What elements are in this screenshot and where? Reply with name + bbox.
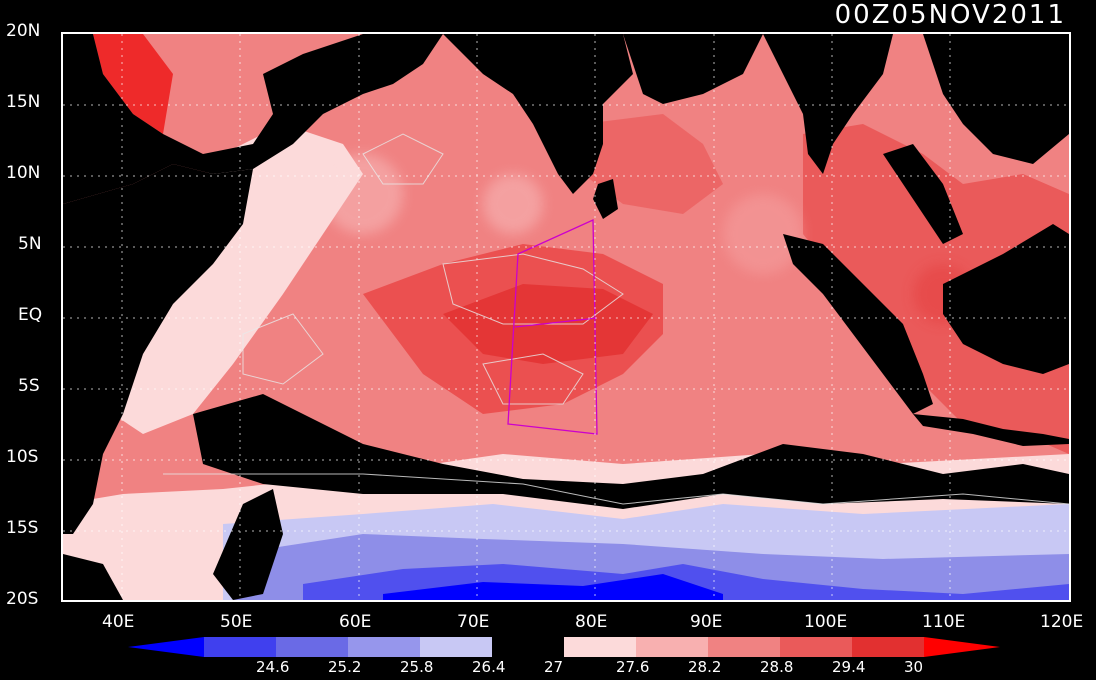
land-java: [913, 414, 1069, 446]
lon-label: 80E: [575, 612, 608, 632]
lon-label: 70E: [457, 612, 490, 632]
lat-label: 10N: [6, 163, 41, 183]
colorbar-swatch: [492, 637, 565, 657]
lon-label: 110E: [922, 612, 966, 632]
land-madagascar: [213, 489, 283, 600]
coldest-patch: [383, 574, 723, 600]
colorbar-arrow-low: [128, 637, 204, 657]
lat-label: 5S: [18, 376, 40, 396]
colorbar-tick-label: 24.6: [256, 658, 290, 676]
colorbar-swatch: [276, 637, 349, 657]
lon-label: 40E: [102, 612, 135, 632]
study-box: [507, 219, 598, 435]
lat-label: 20N: [6, 21, 41, 41]
lat-label: 5N: [18, 234, 42, 254]
land-borneo: [943, 224, 1069, 374]
colorbar-tick-label: 29.4: [832, 658, 866, 676]
colorbar-swatch: [636, 637, 709, 657]
land-india: [443, 34, 633, 194]
land-srilanka: [593, 179, 618, 219]
colorbar-swatch: [564, 637, 637, 657]
colorbar-swatch: [708, 637, 781, 657]
band-27-6: [193, 394, 1069, 509]
colorbar-swatch: [420, 637, 493, 657]
lat-label: 15S: [6, 518, 39, 538]
study-box-divider: [514, 317, 598, 328]
colorbar-tick-label: 27.6: [616, 658, 650, 676]
map-title: 00Z05NOV2011: [834, 0, 1066, 30]
sst-map: [61, 32, 1071, 602]
land-arabia: [63, 34, 443, 204]
pink-west: [113, 124, 363, 434]
colorbar-arrow-high: [924, 637, 1000, 657]
contour-line: [242, 313, 324, 385]
colorbar-tick-label: 28.8: [760, 658, 794, 676]
lat-label: 10S: [6, 447, 39, 467]
sst-map-canvas: [63, 34, 1069, 600]
land-india-east: [623, 34, 763, 104]
colorbar-swatch: [204, 637, 277, 657]
lat-label: 15N: [6, 92, 41, 112]
land-africa-south: [63, 554, 123, 600]
colorbar-tick-label: 25.2: [328, 658, 362, 676]
lon-label: 120E: [1040, 612, 1084, 632]
contour-line: [442, 253, 624, 325]
lon-label: 60E: [339, 612, 372, 632]
lat-label: 20S: [6, 589, 39, 609]
land-africa: [63, 164, 253, 534]
red-bay: [583, 114, 723, 214]
contour-line: [163, 473, 1069, 505]
colorbar-swatch: [780, 637, 853, 657]
land-sumatra: [783, 234, 933, 414]
lon-label: 100E: [804, 612, 848, 632]
contour-line: [362, 133, 444, 185]
colorbar-tick-label: 30: [904, 658, 924, 676]
land-indochina: [923, 34, 1069, 164]
colorbar-tick-label: 26.4: [472, 658, 506, 676]
colorbar-swatch: [852, 637, 925, 657]
contour-line: [482, 353, 584, 405]
lat-label: EQ: [18, 305, 43, 325]
lon-label: 50E: [220, 612, 253, 632]
land-burma: [763, 34, 893, 174]
colorbar-swatch: [348, 637, 421, 657]
colorbar-tick-label: 25.8: [400, 658, 434, 676]
land-malay: [883, 144, 963, 244]
lon-label: 90E: [690, 612, 723, 632]
colorbar-tick-label: 27: [544, 658, 564, 676]
colorbar-tick-label: 28.2: [688, 658, 722, 676]
red-arabian: [93, 34, 173, 134]
